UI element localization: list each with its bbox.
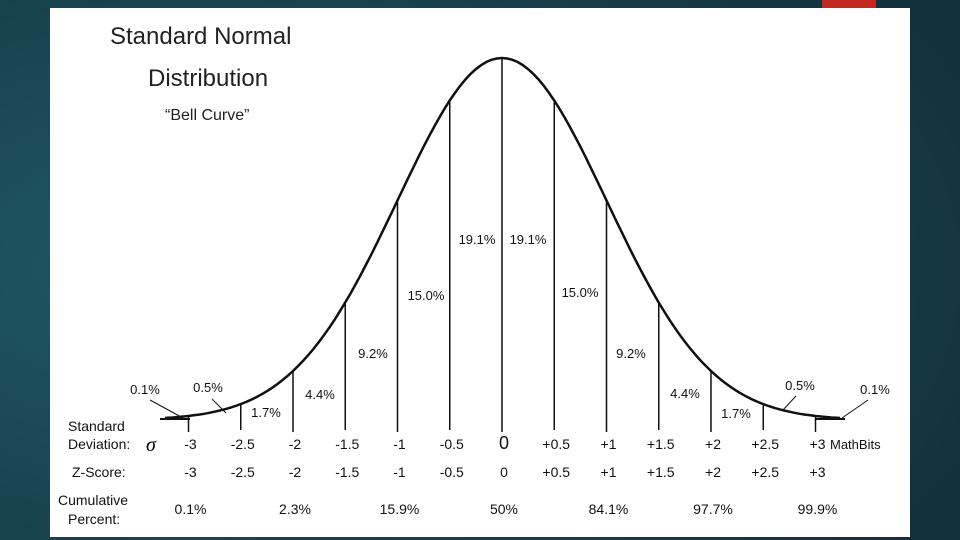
z-value: -1 [393,464,406,480]
band-percent: 15.0% [408,288,445,303]
band-percent: 9.2% [358,346,388,361]
row-label: Standard [68,418,125,434]
sigma-value: +0.5 [542,436,570,452]
sigma-value: -2.5 [231,436,255,452]
cumulative-value: 2.3% [279,501,311,517]
leader-line [781,395,797,412]
z-value: +2.5 [751,464,779,480]
band-percent: 1.7% [721,406,751,421]
z-value: -2 [289,464,302,480]
z-value: -1.5 [335,464,359,480]
sigma-value: 0 [499,433,509,453]
credit: MathBits [830,437,881,452]
cumulative-value: 84.1% [589,501,629,517]
band-percent: 19.1% [510,232,547,247]
sigma-value: +1.5 [647,436,675,452]
cumulative-value: 0.1% [175,501,207,517]
sigma-value: +1 [601,436,617,452]
bell-diagram: 0.1% 0.5% 1.7% 4.4% 9.2% 15.0% 19.1% 19.1% 15.0%… [58,56,890,527]
band-percent: 0.5% [193,380,223,395]
cumulative-value: 50% [490,501,518,517]
sigma-symbol: σ [146,434,157,456]
band-percent: 1.7% [251,405,281,420]
band-percent: 9.2% [616,346,646,361]
band-percent: 0.1% [860,382,890,397]
band-percent: 4.4% [305,387,335,402]
accent-bar [822,0,876,8]
z-value: +1.5 [647,464,675,480]
cumulative-value: 99.9% [798,501,838,517]
leader-line [841,399,869,419]
z-value: 0 [500,464,508,480]
z-value: +0.5 [542,464,570,480]
sigma-value: -2 [289,436,302,452]
z-value: -3 [184,464,197,480]
band-percent: 19.1% [459,232,496,247]
sigma-value: +2 [705,436,721,452]
band-percent: 0.1% [130,382,160,397]
z-value: +2 [705,464,721,480]
subtitle: “Bell Curve” [165,107,249,124]
row-label: Cumulative [58,492,128,508]
sigma-value: -3 [184,436,197,452]
row-label: Percent: [68,511,120,527]
title-line: Standard Normal [110,23,291,50]
cumulative-value: 97.7% [693,501,733,517]
band-percent: 4.4% [670,386,700,401]
leader-line [211,398,227,414]
z-value: -2.5 [231,464,255,480]
title-line: Distribution [148,65,268,92]
row-label: Z-Score: [72,464,126,480]
sigma-value: -1 [393,436,406,452]
sigma-value: +2.5 [751,436,779,452]
z-value: -0.5 [440,464,464,480]
band-percent: 0.5% [785,378,815,393]
z-value: +1 [601,464,617,480]
cumulative-value: 15.9% [380,501,420,517]
band-percent: 15.0% [562,285,599,300]
sigma-value: -0.5 [440,436,464,452]
row-label: Deviation: [68,436,130,452]
leader-line [149,399,184,419]
z-value: +3 [810,464,826,480]
sigma-value: +3 [810,436,826,452]
image-panel [50,8,910,537]
sigma-value: -1.5 [335,436,359,452]
